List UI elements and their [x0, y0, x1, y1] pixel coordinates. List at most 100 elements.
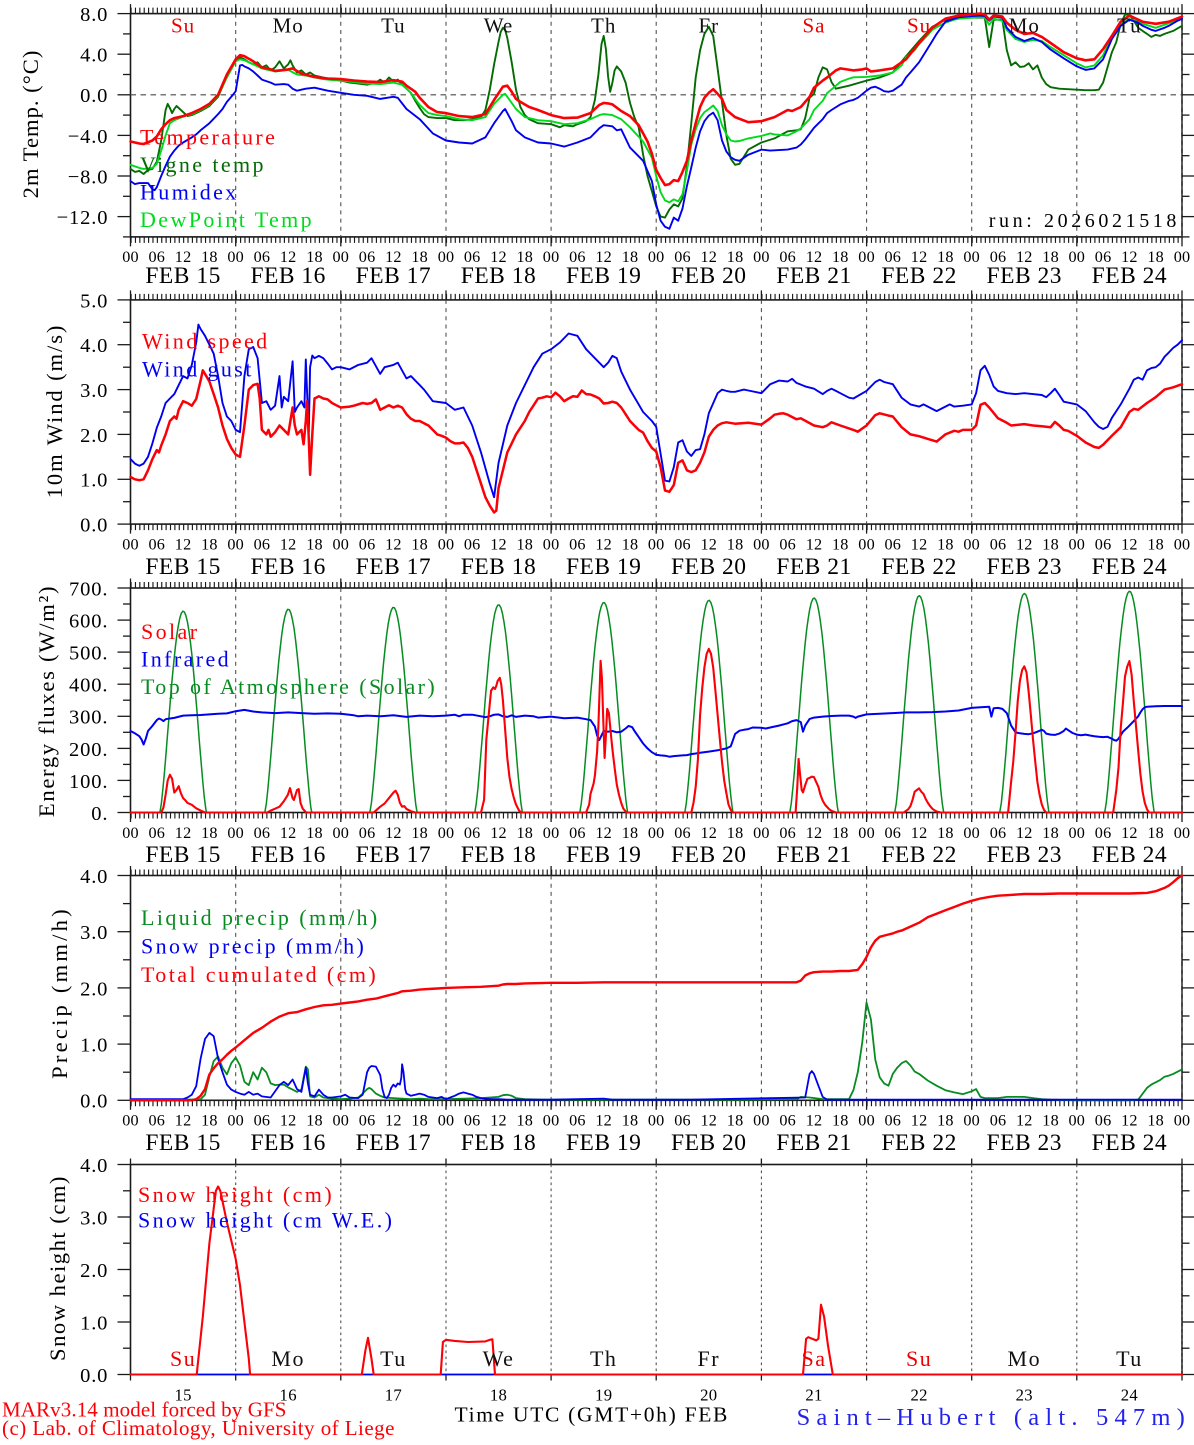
svg-text:12: 12 [911, 1112, 928, 1130]
svg-text:0.0: 0.0 [80, 1365, 108, 1387]
svg-text:00: 00 [227, 248, 244, 266]
svg-text:12: 12 [911, 536, 928, 554]
svg-text:00: 00 [333, 824, 350, 842]
svg-text:00: 00 [333, 536, 350, 554]
svg-text:06: 06 [569, 248, 586, 266]
svg-text:00: 00 [753, 824, 770, 842]
svg-text:18: 18 [1042, 824, 1059, 842]
svg-text:12: 12 [175, 248, 192, 266]
svg-text:1.0: 1.0 [80, 470, 108, 492]
svg-text:12: 12 [1016, 248, 1033, 266]
svg-text:2m Temp. (°C): 2m Temp. (°C) [18, 50, 43, 199]
svg-text:12: 12 [1016, 1112, 1033, 1130]
svg-text:4.0: 4.0 [80, 866, 108, 888]
svg-text:00: 00 [122, 1112, 139, 1130]
svg-text:00: 00 [227, 824, 244, 842]
svg-text:18: 18 [622, 248, 639, 266]
svg-text:700.: 700. [69, 578, 108, 600]
svg-text:00: 00 [963, 536, 980, 554]
svg-text:FEB 15: FEB 15 [145, 842, 220, 868]
svg-text:00: 00 [543, 248, 560, 266]
svg-text:12: 12 [806, 824, 823, 842]
svg-text:Snow height (cm): Snow height (cm) [45, 1175, 70, 1361]
svg-text:2.0: 2.0 [80, 978, 108, 1000]
svg-text:FEB 16: FEB 16 [250, 1130, 325, 1156]
svg-text:−12.0: −12.0 [57, 207, 109, 229]
svg-text:06: 06 [990, 824, 1007, 842]
svg-text:FEB 15: FEB 15 [145, 263, 220, 289]
svg-text:00: 00 [1174, 824, 1191, 842]
svg-text:00: 00 [543, 1112, 560, 1130]
svg-text:5.0: 5.0 [80, 290, 108, 312]
svg-text:−4.0: −4.0 [68, 126, 109, 148]
svg-text:FEB 18: FEB 18 [461, 842, 536, 868]
svg-text:12: 12 [911, 824, 928, 842]
svg-text:18: 18 [201, 536, 218, 554]
svg-text:12: 12 [280, 1112, 297, 1130]
svg-text:06: 06 [1095, 248, 1112, 266]
svg-text:00: 00 [438, 536, 455, 554]
svg-text:4.0: 4.0 [80, 335, 108, 357]
svg-text:00: 00 [1174, 1112, 1191, 1130]
svg-text:12: 12 [385, 248, 402, 266]
svg-text:18: 18 [517, 824, 534, 842]
svg-text:FEB 24: FEB 24 [1092, 842, 1167, 868]
svg-text:200.: 200. [69, 739, 108, 761]
svg-text:Su: Su [907, 14, 931, 38]
svg-text:FEB 16: FEB 16 [250, 263, 325, 289]
svg-text:12: 12 [385, 824, 402, 842]
svg-text:18: 18 [411, 824, 428, 842]
svg-text:18: 18 [201, 824, 218, 842]
svg-text:00: 00 [753, 1112, 770, 1130]
svg-text:18: 18 [411, 1112, 428, 1130]
svg-text:18: 18 [1147, 248, 1164, 266]
svg-text:15: 15 [174, 1385, 191, 1404]
svg-text:06: 06 [569, 536, 586, 554]
svg-text:00: 00 [122, 248, 139, 266]
svg-text:06: 06 [990, 248, 1007, 266]
svg-text:18: 18 [411, 248, 428, 266]
svg-text:18: 18 [517, 536, 534, 554]
svg-text:18: 18 [832, 536, 849, 554]
svg-text:18: 18 [201, 1112, 218, 1130]
svg-text:18: 18 [201, 248, 218, 266]
svg-text:FEB 20: FEB 20 [671, 554, 746, 580]
svg-text:Top of Atmosphere (Solar): Top of Atmosphere (Solar) [141, 674, 437, 699]
svg-text:06: 06 [464, 824, 481, 842]
svg-text:FEB 18: FEB 18 [461, 263, 536, 289]
svg-text:1.0: 1.0 [80, 1312, 108, 1334]
svg-text:12: 12 [280, 824, 297, 842]
svg-text:Snow precip (mm/h): Snow precip (mm/h) [141, 934, 366, 959]
svg-text:06: 06 [885, 248, 902, 266]
svg-text:18: 18 [727, 1112, 744, 1130]
svg-text:Wind gust: Wind gust [142, 357, 254, 382]
svg-text:0.0: 0.0 [80, 1091, 108, 1113]
svg-text:18: 18 [1042, 1112, 1059, 1130]
svg-text:FEB 16: FEB 16 [250, 554, 325, 580]
svg-text:FEB 21: FEB 21 [776, 842, 851, 868]
svg-text:18: 18 [727, 248, 744, 266]
svg-text:18: 18 [411, 536, 428, 554]
svg-text:FEB 19: FEB 19 [566, 554, 641, 580]
svg-text:12: 12 [1016, 824, 1033, 842]
svg-text:18: 18 [622, 536, 639, 554]
svg-text:00: 00 [963, 1112, 980, 1130]
svg-text:06: 06 [254, 824, 271, 842]
svg-text:24: 24 [1121, 1385, 1139, 1404]
svg-text:06: 06 [674, 536, 691, 554]
svg-text:06: 06 [674, 248, 691, 266]
svg-text:18: 18 [490, 1385, 507, 1404]
svg-text:06: 06 [359, 1112, 376, 1130]
svg-text:06: 06 [779, 248, 796, 266]
svg-text:06: 06 [359, 248, 376, 266]
svg-text:06: 06 [779, 536, 796, 554]
svg-text:18: 18 [517, 248, 534, 266]
svg-text:12: 12 [595, 248, 612, 266]
svg-text:00: 00 [227, 1112, 244, 1130]
svg-text:Th: Th [591, 14, 616, 38]
svg-text:2.0: 2.0 [80, 1260, 108, 1282]
svg-text:00: 00 [333, 248, 350, 266]
svg-text:00: 00 [1174, 248, 1191, 266]
svg-text:Sa: Sa [803, 14, 826, 38]
svg-text:12: 12 [911, 248, 928, 266]
